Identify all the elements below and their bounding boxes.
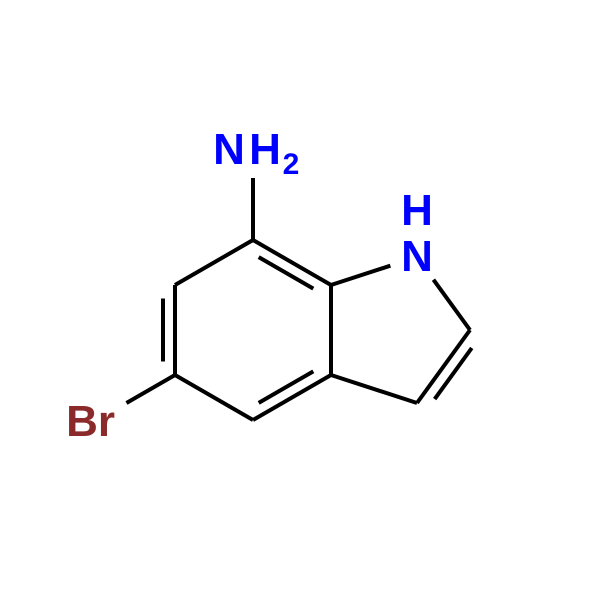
amino-H: H <box>249 125 281 174</box>
ring-N: N <box>401 232 433 281</box>
bromine-label: Br <box>66 397 115 446</box>
amino-sub2: 2 <box>283 148 300 181</box>
amino-N: N <box>213 125 245 174</box>
molecule-diagram: BrNH2NH <box>0 0 600 600</box>
ring-NH: H <box>401 186 433 235</box>
